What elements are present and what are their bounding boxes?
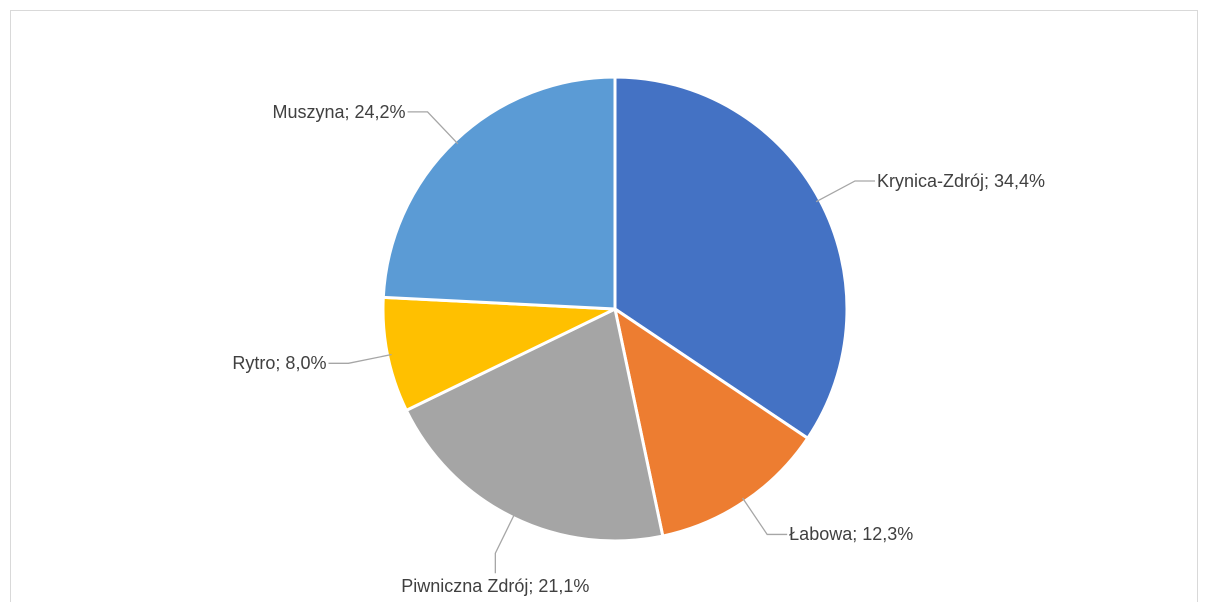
data-label: Łabowa; 12,3% bbox=[789, 524, 914, 545]
leader-line bbox=[494, 513, 516, 574]
leader-line bbox=[407, 111, 459, 145]
data-label: Rytro; 8,0% bbox=[232, 353, 327, 374]
data-label: Piwniczna Zdrój; 21,1% bbox=[401, 576, 590, 597]
leader-line bbox=[328, 353, 392, 364]
leader-line bbox=[742, 497, 788, 536]
data-label: Muszyna; 24,2% bbox=[272, 101, 406, 122]
leader-line bbox=[815, 180, 875, 203]
data-label: Krynica-Zdrój; 34,4% bbox=[876, 170, 1046, 191]
